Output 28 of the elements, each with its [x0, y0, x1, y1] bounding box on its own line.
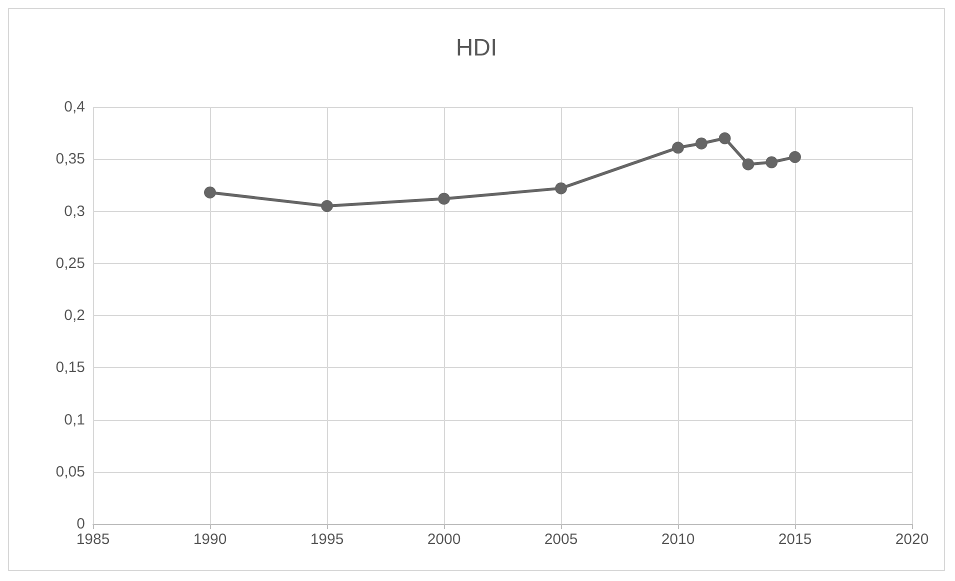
point	[672, 142, 684, 154]
point	[555, 182, 567, 194]
y-tick-label: 0	[76, 516, 85, 532]
x-tick-label: 1985	[76, 531, 110, 548]
x-tick-label: 2000	[427, 531, 461, 548]
y-tick-label: 0,35	[56, 150, 85, 168]
point	[438, 192, 450, 205]
point	[742, 158, 754, 170]
x-tick-label: 2010	[661, 531, 695, 548]
y-tick-label: 0,1	[64, 411, 85, 428]
point	[718, 132, 731, 144]
point	[321, 200, 333, 212]
x-tick-label: 2015	[778, 531, 812, 548]
y-tick-label: 0,2	[64, 307, 85, 324]
y-tick-label: 0,05	[56, 463, 85, 480]
point	[766, 156, 778, 168]
y-tick-label: 0,3	[64, 202, 85, 220]
chart-title: HDI	[456, 34, 498, 62]
point	[789, 151, 801, 164]
y-tick-label: 0,25	[56, 254, 85, 272]
x-tick-label: 2020	[895, 531, 929, 548]
y-tick-label: 0,15	[56, 359, 85, 376]
y-tick-label: 0,4	[64, 98, 85, 116]
point	[695, 137, 708, 150]
point	[204, 186, 216, 198]
x-tick-label: 1995	[310, 531, 344, 548]
x-tick-label: 2005	[544, 531, 578, 548]
x-tick-label: 1990	[193, 531, 227, 548]
